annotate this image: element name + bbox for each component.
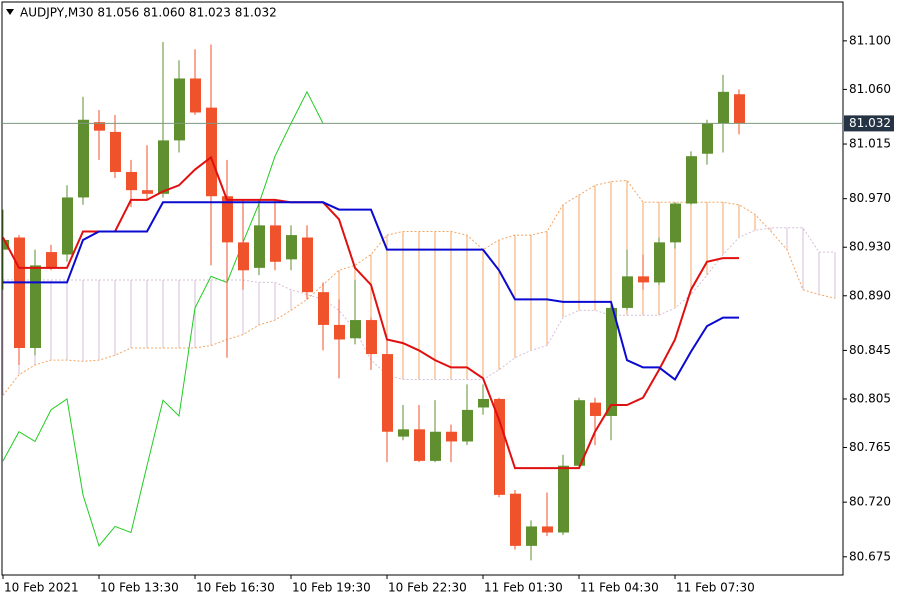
candle-body xyxy=(446,431,457,442)
candle-body xyxy=(638,276,649,283)
y-tick-label: 81.100 xyxy=(849,33,891,47)
symbol-menu-arrow[interactable] xyxy=(6,9,14,15)
candle-body xyxy=(574,400,585,466)
x-tick-label: 11 Feb 01:30 xyxy=(484,581,563,595)
x-tick-label: 10 Feb 16:30 xyxy=(196,581,275,595)
x-tick-label: 10 Feb 13:30 xyxy=(100,581,179,595)
candle-body xyxy=(670,203,681,243)
candle-body xyxy=(462,409,473,442)
candle-body xyxy=(382,354,393,432)
candle-body xyxy=(430,431,441,461)
candle-body xyxy=(238,242,249,271)
candle-body xyxy=(654,242,665,283)
indicator-line xyxy=(2,155,739,470)
y-tick-label: 80.890 xyxy=(849,288,891,302)
candle-body xyxy=(366,320,377,355)
candle-body xyxy=(558,465,569,533)
candle-body xyxy=(94,122,105,131)
candle-body xyxy=(302,237,313,293)
candle-body xyxy=(142,190,153,194)
candle-body xyxy=(158,140,169,194)
candle-body xyxy=(126,171,137,191)
candle-body xyxy=(174,78,185,141)
last-price-label: 81.032 xyxy=(849,116,891,130)
chart-title: AUDJPY,M30 81.056 81.060 81.023 81.032 xyxy=(20,6,277,20)
candle-body xyxy=(542,526,553,533)
x-tick-label: 10 Feb 2021 xyxy=(4,581,79,595)
y-tick-label: 80.805 xyxy=(849,391,891,405)
candle-body xyxy=(494,398,505,495)
candle-body xyxy=(270,225,281,262)
y-tick-label: 80.845 xyxy=(849,343,891,357)
candle-body xyxy=(734,94,745,124)
x-tick-label: 10 Feb 22:30 xyxy=(388,581,467,595)
x-tick-label: 10 Feb 19:30 xyxy=(292,581,371,595)
candle-body xyxy=(46,252,57,268)
senkou-span-b xyxy=(3,227,835,381)
y-tick-label: 80.720 xyxy=(849,495,891,509)
x-tick-label: 11 Feb 04:30 xyxy=(580,581,659,595)
candle-body xyxy=(254,225,265,268)
candle-body xyxy=(526,526,537,546)
plot-frame xyxy=(1,1,844,576)
last-price-box xyxy=(844,115,894,132)
candle-body xyxy=(110,131,121,172)
candle-body xyxy=(350,320,361,339)
candle-body xyxy=(62,197,73,255)
y-tick-label: 80.970 xyxy=(849,191,891,205)
candle-body xyxy=(414,429,425,461)
plot-area xyxy=(2,42,836,561)
candle-body xyxy=(222,196,233,243)
candle-body xyxy=(190,78,201,113)
candle-body xyxy=(398,429,409,437)
candle-body xyxy=(78,119,89,198)
candle-body xyxy=(14,237,25,348)
y-tick-label: 80.765 xyxy=(849,440,891,454)
candle-body xyxy=(2,239,9,250)
y-tick-label: 81.015 xyxy=(849,137,891,151)
candle-body xyxy=(510,493,521,546)
candle-body xyxy=(702,123,713,154)
candle-body xyxy=(334,324,345,340)
candle-body xyxy=(206,107,217,197)
senkou-span-a xyxy=(2,179,836,396)
y-tick-label: 80.930 xyxy=(849,240,891,254)
candle-body xyxy=(318,292,329,325)
candle-body xyxy=(590,402,601,416)
candle-body xyxy=(622,276,633,308)
candle-body xyxy=(686,156,697,204)
y-tick-label: 80.675 xyxy=(849,549,891,563)
candle-body xyxy=(30,265,41,348)
indicator-line xyxy=(3,201,739,382)
candle-body xyxy=(478,398,489,408)
chikou-line xyxy=(2,90,324,547)
y-tick-label: 81.060 xyxy=(849,82,891,96)
candle-body xyxy=(286,235,297,260)
candle-body xyxy=(718,91,729,124)
candle-body xyxy=(606,307,617,416)
x-tick-label: 11 Feb 07:30 xyxy=(676,581,755,595)
